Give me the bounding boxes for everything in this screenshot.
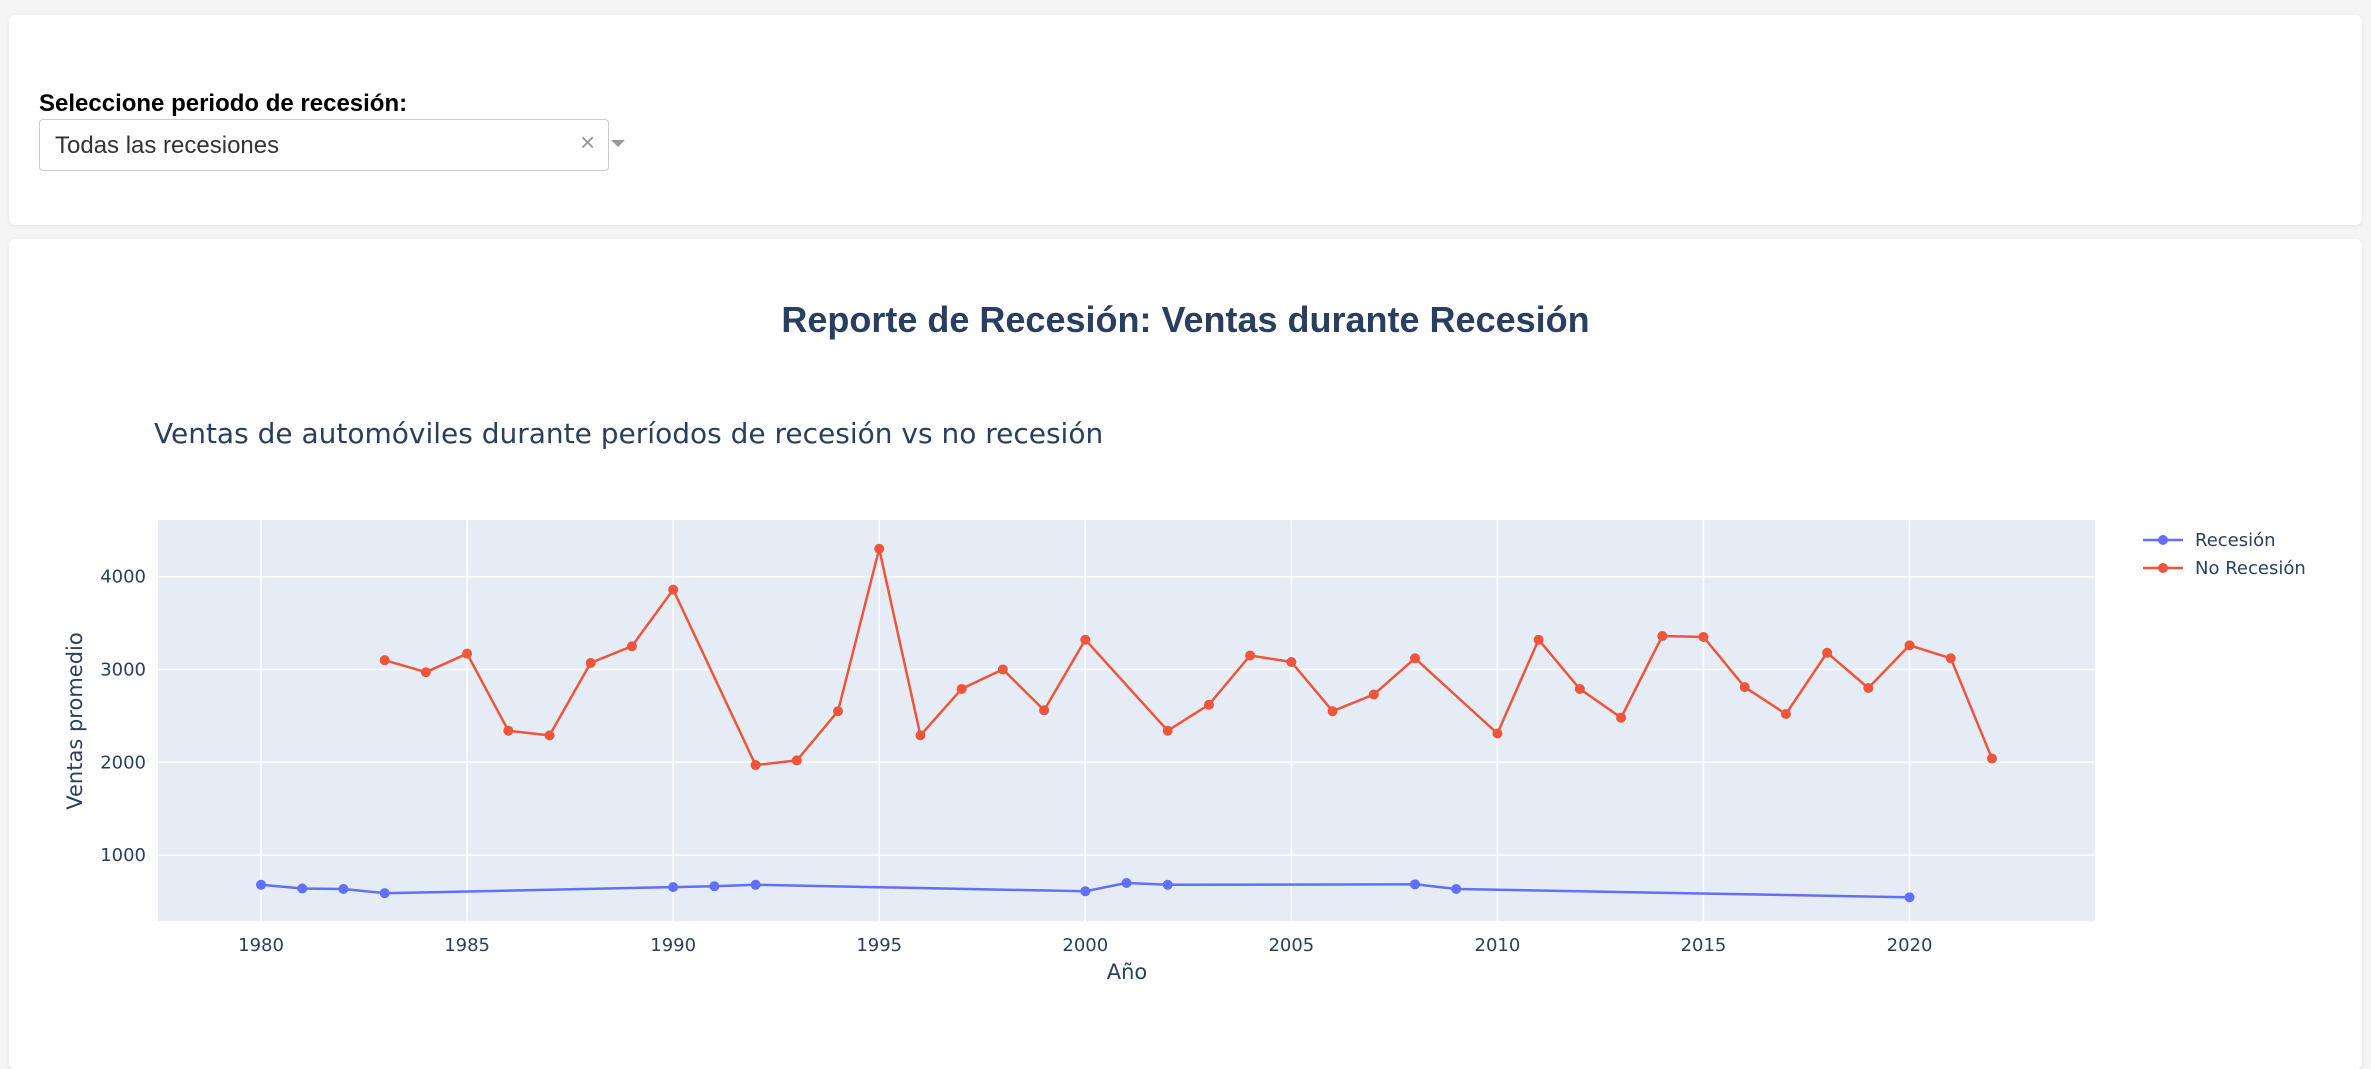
chart-title: Ventas de automóviles durante períodos d… [154,417,1103,450]
y-tick-labels: 1000 2000 3000 4000 [100,567,146,866]
data-point [1121,877,1132,888]
y-tick-label: 1000 [100,845,146,866]
x-tick-labels: 1980 1985 1990 1995 2000 2005 2010 2015 2020 [238,935,1932,956]
recession-period-label: Seleccione periodo de recesión: [39,90,408,117]
data-point [1080,634,1091,645]
data-point [915,730,926,741]
x-tick-label: 2010 [1475,935,1521,956]
chart-svg: Ventas de automóviles durante períodos d… [63,417,2306,984]
data-point [1822,647,1833,658]
chevron-down-icon[interactable] [611,140,625,147]
legend-label: Recesión [2195,530,2276,551]
data-point [462,648,473,659]
data-point [503,725,514,736]
y-axis-title: Ventas promedio [63,632,87,809]
data-point [1616,712,1627,723]
data-point [1409,879,1420,890]
data-point [750,760,761,771]
data-point [585,657,596,668]
data-point [1739,682,1750,693]
data-point [338,883,349,894]
data-point [1863,683,1874,694]
x-tick-label: 2015 [1681,935,1727,956]
data-point [1162,725,1173,736]
data-point [1286,657,1297,668]
data-point [1245,650,1256,661]
data-point [668,882,679,893]
data-point [1945,653,1956,664]
data-point [297,883,308,894]
data-point [1203,699,1214,710]
x-tick-label: 2020 [1887,935,1933,956]
data-point [956,683,967,694]
data-point [668,584,679,595]
x-tick-label: 2000 [1062,935,1108,956]
x-axis-title: Año [1107,960,1148,984]
x-tick-label: 1985 [444,935,490,956]
y-tick-label: 2000 [100,752,146,773]
data-point [256,879,267,890]
data-point [1327,706,1338,717]
data-point [874,543,885,554]
legend-swatch-marker [2158,535,2168,545]
y-tick-label: 4000 [100,567,146,588]
data-point [1986,753,1997,764]
data-point [750,879,761,890]
data-point [420,667,431,678]
series-no-recesion [379,543,1997,771]
data-point [833,706,844,717]
data-point [379,888,390,899]
data-point [1904,640,1915,651]
plot-area [158,520,2095,921]
data-point [1039,705,1050,716]
legend-item-recesion: Recesión [2143,530,2276,551]
data-point [379,655,390,666]
data-point [1533,634,1544,645]
legend-item-no-recesion: No Recesión [2143,558,2306,579]
data-point [626,641,637,652]
legend-swatch-marker [2158,563,2168,573]
data-point [1657,631,1668,642]
data-point [544,730,555,741]
x-tick-label: 2005 [1268,935,1314,956]
data-point [1574,683,1585,694]
data-point [1698,631,1709,642]
data-point [1409,653,1420,664]
filter-card: Seleccione periodo de recesión: Todas la… [9,15,2362,225]
y-tick-label: 3000 [100,659,146,680]
dropdown-selected-value: Todas las recesiones [55,132,280,159]
data-point [709,881,720,892]
x-tick-label: 1990 [650,935,696,956]
series-layer [256,543,1997,903]
data-point [1162,879,1173,890]
legend: Recesión No Recesión [2143,530,2306,579]
x-tick-label: 1980 [238,935,284,956]
data-point [1368,689,1379,700]
data-point [1080,886,1091,897]
chart-card: Reporte de Recesión: Ventas durante Rece… [9,239,2362,1069]
series-recesion [256,877,1915,903]
data-point [1492,728,1503,739]
legend-label: No Recesión [2195,558,2306,579]
x-tick-label: 1995 [856,935,902,956]
clear-icon[interactable]: × [580,127,596,157]
data-point [1780,709,1791,720]
data-point [791,755,802,766]
report-title: Reporte de Recesión: Ventas durante Rece… [781,299,1590,340]
data-point [1451,883,1462,894]
data-point [1904,892,1915,903]
data-point [997,664,1008,675]
recession-period-dropdown[interactable]: Todas las recesiones × [39,119,625,171]
